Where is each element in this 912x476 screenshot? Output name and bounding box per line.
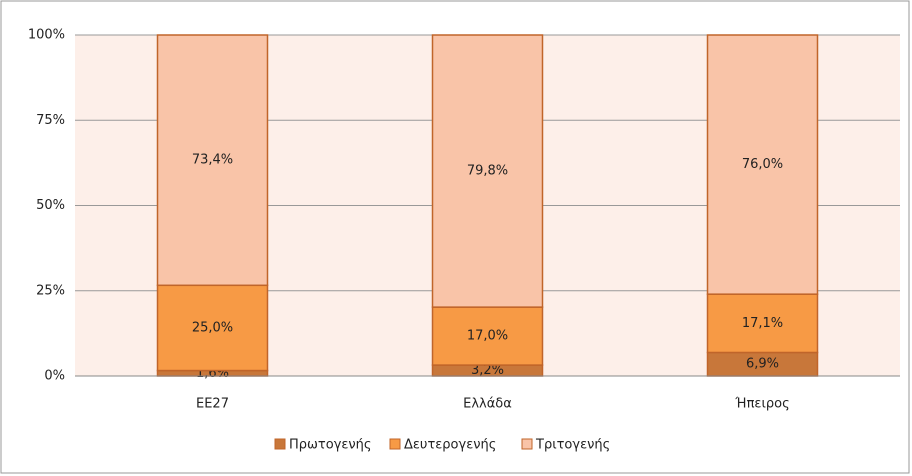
data-label: 17,1%	[742, 316, 783, 331]
legend-swatch	[274, 438, 286, 450]
legend-label: Τριτογενής	[535, 438, 610, 453]
y-tick-label: 25%	[36, 283, 65, 298]
data-label: 73,4%	[192, 153, 233, 168]
x-tick-label: Ήπειρος	[734, 397, 789, 412]
y-tick-label: 0%	[44, 369, 65, 384]
bar-segment	[431, 306, 544, 366]
data-label: 6,9%	[746, 357, 779, 372]
data-label: 17,0%	[467, 329, 508, 344]
data-label: 25,0%	[192, 320, 233, 335]
x-tick-label: Ελλάδα	[463, 397, 512, 412]
y-tick-label: 50%	[36, 198, 65, 213]
legend-label: Δευτερογενής	[404, 438, 496, 453]
y-tick-label: 75%	[36, 113, 65, 128]
x-tick-label: ΕΕ27	[196, 397, 229, 412]
legend-swatch	[389, 438, 401, 450]
bar-segment	[431, 34, 544, 308]
y-tick-label: 100%	[28, 28, 65, 43]
bar-segment	[706, 293, 819, 354]
data-label: 76,0%	[742, 157, 783, 172]
legend-swatch	[521, 438, 533, 450]
data-label: 3,2%	[471, 363, 504, 378]
data-label: 79,8%	[467, 164, 508, 179]
bar-segment	[706, 34, 819, 295]
bar-segment	[156, 284, 269, 372]
bar-segment	[156, 34, 269, 287]
legend-label: Πρωτογενής	[289, 438, 372, 453]
